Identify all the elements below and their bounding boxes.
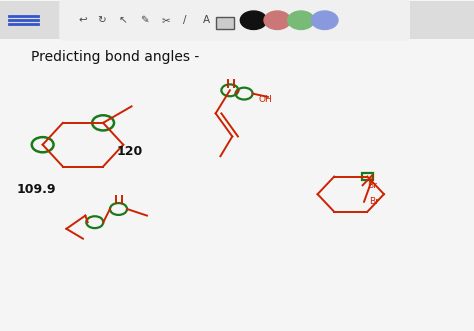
Text: A: A [202,15,210,25]
FancyBboxPatch shape [59,0,410,41]
Text: /: / [183,15,187,25]
Circle shape [288,11,314,29]
Text: 120: 120 [116,145,142,158]
Text: Br: Br [369,197,379,206]
Text: Br: Br [367,181,377,190]
Bar [0,1,474,39]
Text: ↖: ↖ [119,15,128,25]
Text: ↻: ↻ [98,15,106,25]
Circle shape [311,11,338,29]
Circle shape [264,11,291,29]
Circle shape [240,11,267,29]
Text: Predicting bond angles -: Predicting bond angles - [31,50,199,64]
Text: ✎: ✎ [140,15,149,25]
Text: 109.9: 109.9 [17,182,56,196]
Text: ↩: ↩ [79,15,87,25]
Bar [362,173,373,180]
Bar [216,17,234,29]
Text: ✂: ✂ [162,15,170,25]
Text: OH: OH [258,95,272,104]
